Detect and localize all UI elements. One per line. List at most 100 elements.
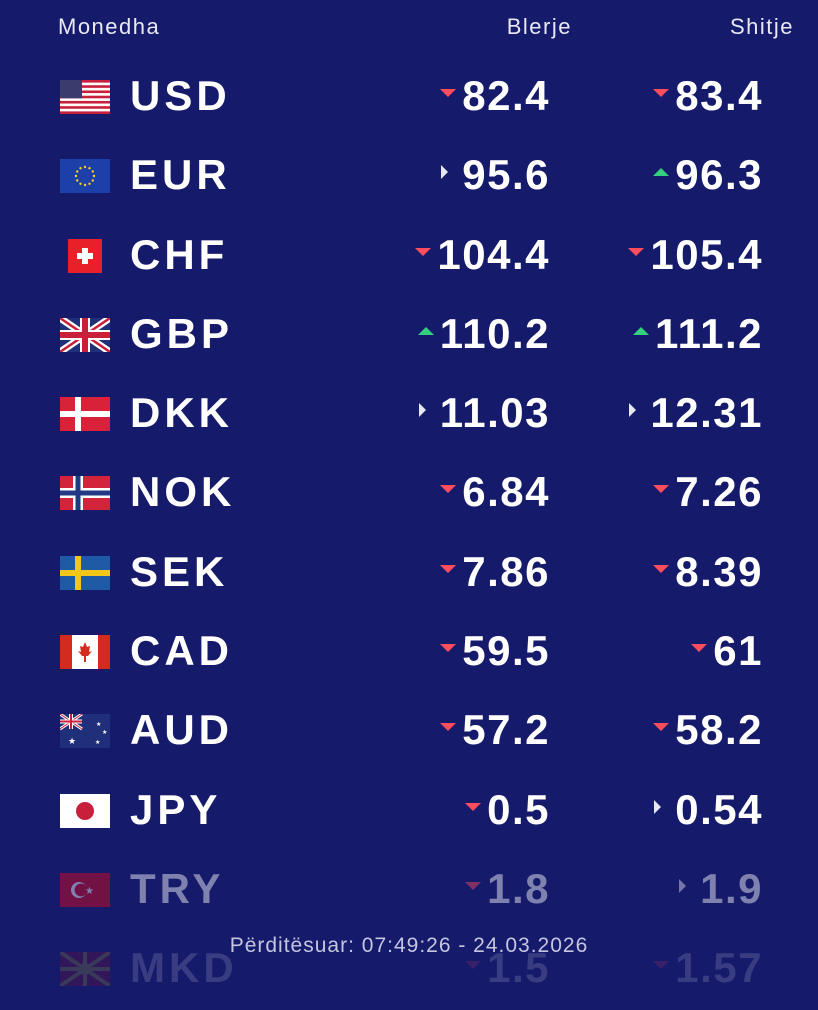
trend-down-icon [465, 881, 482, 890]
currency-code: SEK [130, 547, 229, 595]
trend-down-icon [653, 723, 670, 732]
buy-rate: 0.5 [465, 786, 550, 834]
buy-rate-value: 95.6 [462, 151, 550, 199]
sell-rate-value: 0.54 [675, 785, 763, 833]
trend-down-icon [691, 643, 708, 652]
trend-down-icon [440, 643, 457, 652]
currency-code: JPY [130, 785, 222, 833]
sell-rate: 12.31 [629, 389, 763, 437]
rate-row-gbp: GBP 110.2 111.2 [0, 296, 818, 375]
trend-flat-icon [418, 403, 426, 418]
au-flag-icon: ★ ★ ★ ★ [60, 714, 110, 749]
sell-rate-value: 83.4 [675, 72, 763, 119]
trend-flat-icon [654, 799, 662, 814]
currency-code: NOK [130, 468, 236, 516]
currency-code: USD [130, 72, 231, 119]
svg-text:★: ★ [68, 736, 76, 746]
trend-up-icon [633, 326, 650, 335]
jp-flag-icon [60, 793, 110, 828]
trend-down-icon [653, 485, 670, 494]
sell-rate: 105.4 [628, 231, 763, 279]
rate-row-chf: CHF 104.4 105.4 [0, 217, 818, 296]
buy-rate: 1.8 [465, 865, 550, 913]
buy-rate-value: 110.2 [439, 309, 550, 357]
currency-code: CAD [130, 627, 233, 675]
eu-flag-icon [60, 159, 110, 194]
trend-down-icon [440, 723, 457, 732]
currency-code: GBP [130, 309, 234, 357]
buy-rate: 57.2 [440, 706, 550, 754]
sell-rate-value: 58.2 [675, 706, 763, 754]
currency-code: TRY [130, 864, 225, 912]
ch-flag-icon [60, 238, 110, 273]
rate-row-try: ★ TRY 1.8 1.9 [0, 851, 818, 930]
sell-rate: 83.4 [653, 72, 763, 120]
trend-down-icon [653, 564, 670, 573]
buy-rate: 104.4 [415, 231, 550, 279]
buy-rate: 11.03 [418, 389, 550, 437]
dk-flag-icon [60, 397, 110, 432]
tr-flag-icon: ★ [60, 872, 110, 907]
se-flag-icon [60, 555, 110, 590]
rate-row-cad: CAD 59.5 61 [0, 613, 818, 692]
sell-rate-value: 111.2 [655, 309, 763, 357]
sell-rate-value: 1.9 [700, 864, 763, 912]
rate-row-sek: SEK 7.86 8.39 [0, 534, 818, 613]
rate-row-usd: USD 82.4 83.4 [0, 58, 818, 137]
currency-code: CHF [130, 230, 229, 278]
trend-down-icon [415, 247, 432, 256]
no-flag-icon [60, 476, 110, 511]
ca-flag-icon [60, 635, 110, 670]
sell-rate: 7.26 [653, 468, 763, 516]
trend-down-icon [440, 88, 457, 97]
rate-row-jpy: JPY 0.5 0.54 [0, 772, 818, 851]
buy-rate-value: 82.4 [462, 72, 550, 119]
sell-rate: 1.9 [679, 865, 763, 913]
buy-rate-value: 1.8 [487, 864, 550, 912]
rate-row-nok: NOK 6.84 7.26 [0, 454, 818, 533]
buy-rate-value: 11.03 [439, 389, 550, 437]
buy-rate: 95.6 [441, 151, 550, 199]
sell-rate-value: 105.4 [650, 230, 763, 278]
trend-down-icon [653, 88, 670, 97]
gb-flag-icon [60, 317, 110, 352]
sell-rate: 8.39 [653, 548, 763, 596]
sell-rate-value: 7.26 [675, 468, 763, 516]
svg-text:★: ★ [85, 886, 94, 897]
trend-down-icon [628, 247, 645, 256]
buy-rate: 82.4 [440, 72, 550, 120]
rate-row-aud: ★ ★ ★ ★ AUD 57.2 58.2 [0, 692, 818, 771]
svg-text:★: ★ [95, 739, 100, 746]
sell-rate-value: 61 [713, 627, 763, 675]
rate-row-eur: EUR 95.6 96.3 [0, 137, 818, 216]
buy-rate: 110.2 [417, 309, 550, 358]
us-flag-icon [60, 80, 110, 114]
column-header-buy: Blerje [506, 14, 572, 39]
trend-flat-icon [679, 878, 687, 893]
sell-rate-value: 8.39 [675, 547, 763, 595]
sell-rate-value: 12.31 [650, 389, 763, 437]
buy-rate-value: 7.86 [462, 547, 550, 595]
trend-down-icon [440, 485, 457, 494]
trend-down-icon [465, 961, 482, 970]
trend-up-icon [417, 326, 434, 335]
trend-down-icon [440, 564, 457, 573]
buy-rate: 6.84 [440, 468, 550, 516]
currency-code: AUD [130, 706, 233, 754]
svg-text:★: ★ [102, 729, 107, 736]
last-updated-text: Përditësuar: 07:49:26 - 24.03.2026 [229, 934, 589, 957]
sell-rate: 61 [691, 627, 763, 675]
currency-code: DKK [130, 389, 233, 437]
trend-flat-icon [629, 403, 637, 418]
sell-rate: 0.54 [654, 786, 763, 834]
rate-row-dkk: DKK 11.03 12.31 [0, 375, 818, 454]
sell-rate: 58.2 [653, 706, 763, 754]
buy-rate-value: 6.84 [462, 468, 550, 516]
column-header-sell: Shitje [729, 14, 794, 39]
buy-rate-value: 104.4 [437, 230, 550, 278]
buy-rate-value: 0.5 [487, 785, 550, 833]
rates-table-header: Monedha Blerje Shitje [0, 0, 818, 50]
currency-code: EUR [130, 151, 231, 199]
buy-rate-value: 57.2 [462, 706, 550, 754]
sell-rate: 96.3 [653, 151, 763, 199]
